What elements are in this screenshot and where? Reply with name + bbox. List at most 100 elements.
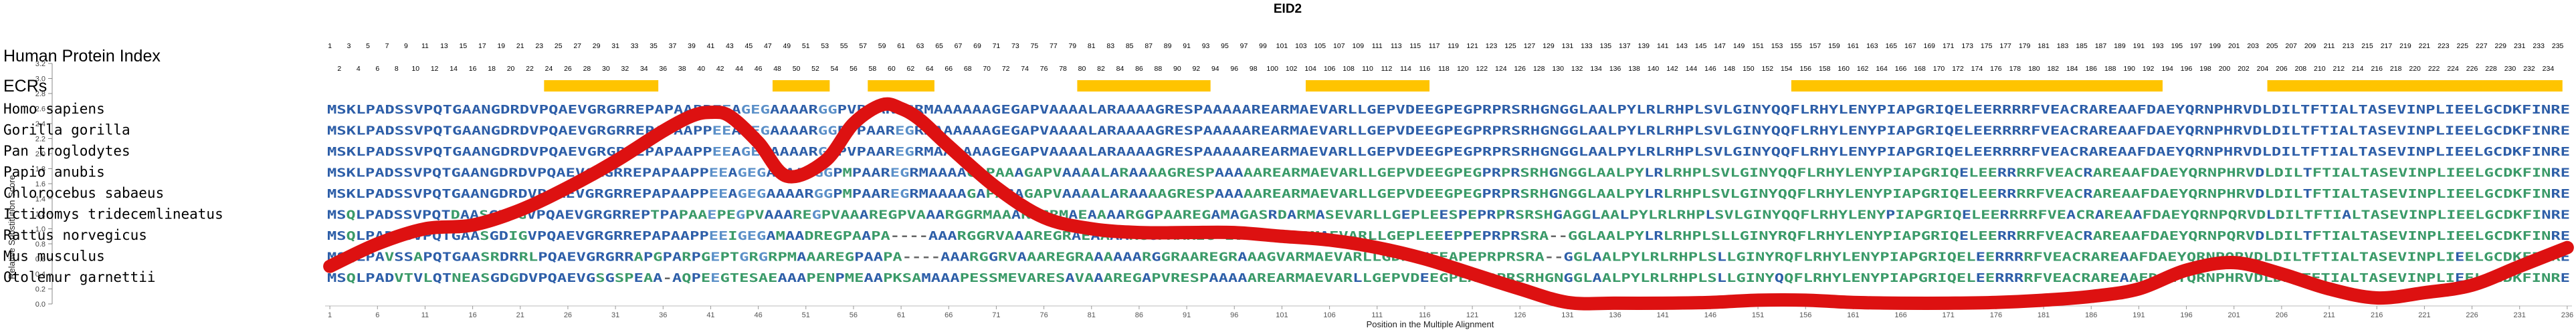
index-number: 49: [783, 42, 791, 50]
index-number: 129: [1543, 42, 1555, 50]
index-number: 212: [2333, 65, 2345, 73]
x-tick-label: 171: [1943, 311, 1955, 319]
index-number: 122: [1476, 65, 1488, 73]
index-number: 72: [1002, 65, 1010, 73]
y-tick-label: 1.2: [35, 210, 45, 218]
ecr-bar: [1077, 80, 1211, 92]
x-tick-label: 221: [2418, 311, 2430, 319]
index-number: 109: [1353, 42, 1365, 50]
index-number: 227: [2476, 42, 2488, 50]
index-number: 26: [564, 65, 572, 73]
index-number: 126: [1514, 65, 1526, 73]
index-number: 201: [2228, 42, 2240, 50]
index-number: 190: [2123, 65, 2135, 73]
x-tick-label: 121: [1466, 311, 1478, 319]
index-number: 57: [859, 42, 867, 50]
index-number: 151: [1752, 42, 1764, 50]
index-number: 101: [1276, 42, 1288, 50]
index-number: 169: [1924, 42, 1936, 50]
index-number: 25: [555, 42, 563, 50]
species-label: Homo sapiens: [3, 101, 105, 117]
index-number: 206: [2276, 65, 2288, 73]
index-number: 12: [431, 65, 439, 73]
index-number: 15: [460, 42, 468, 50]
index-number: 208: [2295, 65, 2307, 73]
index-number: 68: [964, 65, 972, 73]
index-number: 139: [1638, 42, 1650, 50]
index-number: 96: [1230, 65, 1238, 73]
index-number: 52: [811, 65, 819, 73]
index-number: 2: [337, 65, 341, 73]
index-number: 133: [1581, 42, 1593, 50]
index-number: 17: [478, 42, 486, 50]
index-number: 185: [2076, 42, 2088, 50]
index-number: 228: [2485, 65, 2497, 73]
index-number: 180: [2028, 65, 2040, 73]
index-number: 127: [1524, 42, 1536, 50]
index-number: 37: [669, 42, 677, 50]
index-number: 182: [2048, 65, 2060, 73]
index-number: 224: [2447, 65, 2459, 73]
index-number: 46: [755, 65, 763, 73]
index-number: 75: [1031, 42, 1039, 50]
index-number: 199: [2209, 42, 2221, 50]
index-number: 184: [2066, 65, 2078, 73]
x-tick-label: 186: [2085, 311, 2097, 319]
species-label: Mus musculus: [3, 248, 105, 265]
index-number: 221: [2419, 42, 2431, 50]
x-tick-label: 191: [2133, 311, 2145, 319]
index-number: 173: [1961, 42, 1973, 50]
index-number: 177: [1999, 42, 2011, 50]
index-number: 115: [1409, 42, 1421, 50]
index-number: 121: [1466, 42, 1478, 50]
x-tick-label: 216: [2371, 311, 2383, 319]
index-number: 171: [1943, 42, 1955, 50]
index-number: 62: [906, 65, 914, 73]
index-number: 164: [1876, 65, 1888, 73]
index-number: 203: [2247, 42, 2259, 50]
index-number: 33: [631, 42, 639, 50]
index-number: 54: [831, 65, 839, 73]
index-number: 222: [2428, 65, 2440, 73]
index-number: 14: [450, 65, 458, 73]
index-number: 66: [945, 65, 953, 73]
index-number: 130: [1552, 65, 1564, 73]
y-tick-label: 2.6: [35, 106, 45, 114]
x-tick-label: 131: [1561, 311, 1573, 319]
index-number: 71: [993, 42, 1001, 50]
index-number: 22: [526, 65, 534, 73]
index-number: 131: [1562, 42, 1574, 50]
index-number: 56: [850, 65, 858, 73]
index-number: 219: [2399, 42, 2411, 50]
index-number: 107: [1333, 42, 1345, 50]
index-number: 128: [1533, 65, 1545, 73]
x-tick-label: 111: [1371, 311, 1383, 319]
index-number: 192: [2143, 65, 2155, 73]
index-number: 217: [2381, 42, 2393, 50]
index-number: 64: [926, 65, 934, 73]
index-number: 117: [1429, 42, 1440, 50]
x-tick-label: 181: [2038, 311, 2050, 319]
ecr-bar: [1306, 80, 1430, 92]
index-number: 138: [1628, 65, 1640, 73]
index-number: 232: [2523, 65, 2535, 73]
index-number: 34: [640, 65, 648, 73]
index-number: 163: [1866, 42, 1878, 50]
index-number: 24: [545, 65, 553, 73]
index-number: 18: [488, 65, 496, 73]
x-tick-label: 96: [1230, 311, 1238, 319]
index-number: 141: [1657, 42, 1669, 50]
index-number: 194: [2161, 65, 2173, 73]
index-number: 123: [1486, 42, 1498, 50]
index-number: 235: [2552, 42, 2564, 50]
index-number: 231: [2514, 42, 2526, 50]
index-number: 168: [1914, 65, 1926, 73]
series-line: [323, 97, 2574, 311]
x-axis: 1 6 11 16 21 26 31 36 41 46 51 56 61 66 71 76 81 86 91 96 10…: [325, 305, 2573, 319]
x-tick-label: 41: [706, 311, 714, 319]
index-number: 147: [1714, 42, 1726, 50]
index-number: 50: [793, 65, 801, 73]
